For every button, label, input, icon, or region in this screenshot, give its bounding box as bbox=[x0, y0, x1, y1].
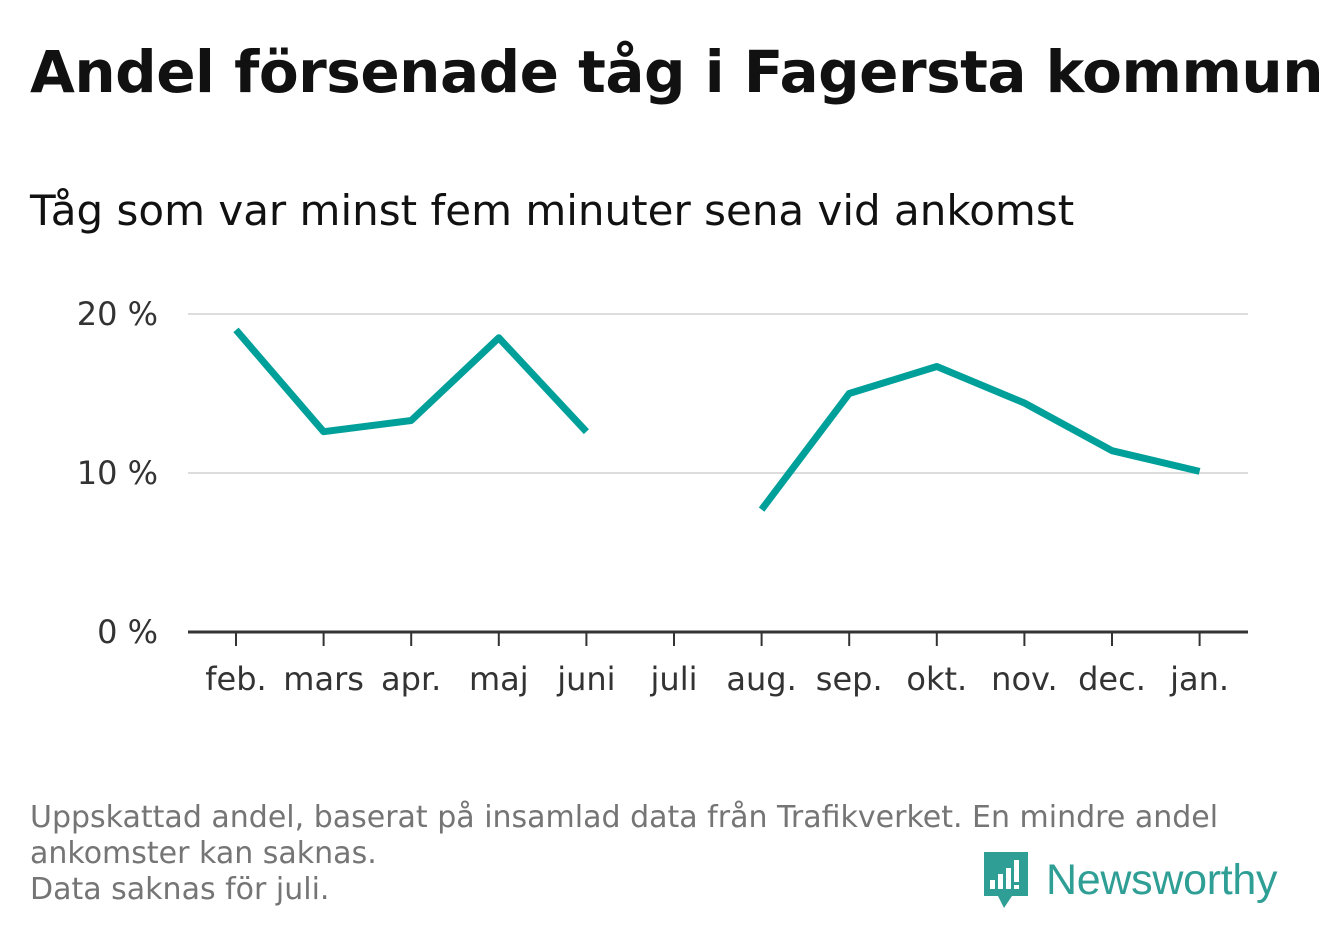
x-tick-label: juli bbox=[650, 660, 698, 698]
x-tick-label: okt. bbox=[906, 660, 967, 698]
x-tick-label: juni bbox=[556, 660, 615, 698]
gridlines bbox=[188, 313, 1248, 474]
y-tick-label: 20 % bbox=[77, 295, 158, 333]
x-tick-label: jan. bbox=[1169, 660, 1229, 698]
x-axis-ticks: feb. mars apr. maj juni juli aug. sep. okt. nov. d… bbox=[205, 632, 1229, 698]
x-tick-label: mars bbox=[283, 660, 364, 698]
footnote: Uppskattad andel, baserat på insamlad da… bbox=[30, 800, 1280, 908]
newsworthy-logo-icon bbox=[984, 852, 1028, 908]
footnote-line-1: Uppskattad andel, baserat på insamlad da… bbox=[30, 800, 1219, 835]
x-tick-label: aug. bbox=[726, 660, 796, 698]
footnote-line-3: Data saknas för juli. bbox=[30, 872, 330, 907]
x-tick-label: maj bbox=[469, 660, 529, 698]
x-tick-label: apr. bbox=[381, 660, 441, 698]
series-line-segment bbox=[758, 363, 1201, 512]
x-tick-label: feb. bbox=[205, 660, 266, 698]
newsworthy-logo-text: Newsworthy bbox=[1046, 855, 1278, 904]
y-axis-ticks: 0 % 10 % 20 % bbox=[77, 295, 158, 651]
x-tick-label: nov. bbox=[991, 660, 1057, 698]
line-chart: 0 % 10 % 20 % feb. mars apr. maj juni juli aug. s… bbox=[77, 295, 1248, 698]
x-tick-label: dec. bbox=[1078, 660, 1146, 698]
newsworthy-logo: Newsworthy bbox=[980, 850, 1277, 910]
x-tick-label: sep. bbox=[816, 660, 883, 698]
footnote-line-2: ankomster kan saknas. bbox=[30, 836, 377, 871]
y-tick-label: 0 % bbox=[97, 613, 158, 651]
chart-title: Andel försenade tåg i Fagersta kommun bbox=[30, 38, 1322, 106]
chart-subtitle: Tåg som var minst fem minuter sena vid a… bbox=[30, 186, 1075, 235]
y-tick-label: 10 % bbox=[77, 454, 158, 492]
series-line-segment bbox=[233, 327, 589, 436]
series-lines bbox=[233, 327, 1201, 512]
